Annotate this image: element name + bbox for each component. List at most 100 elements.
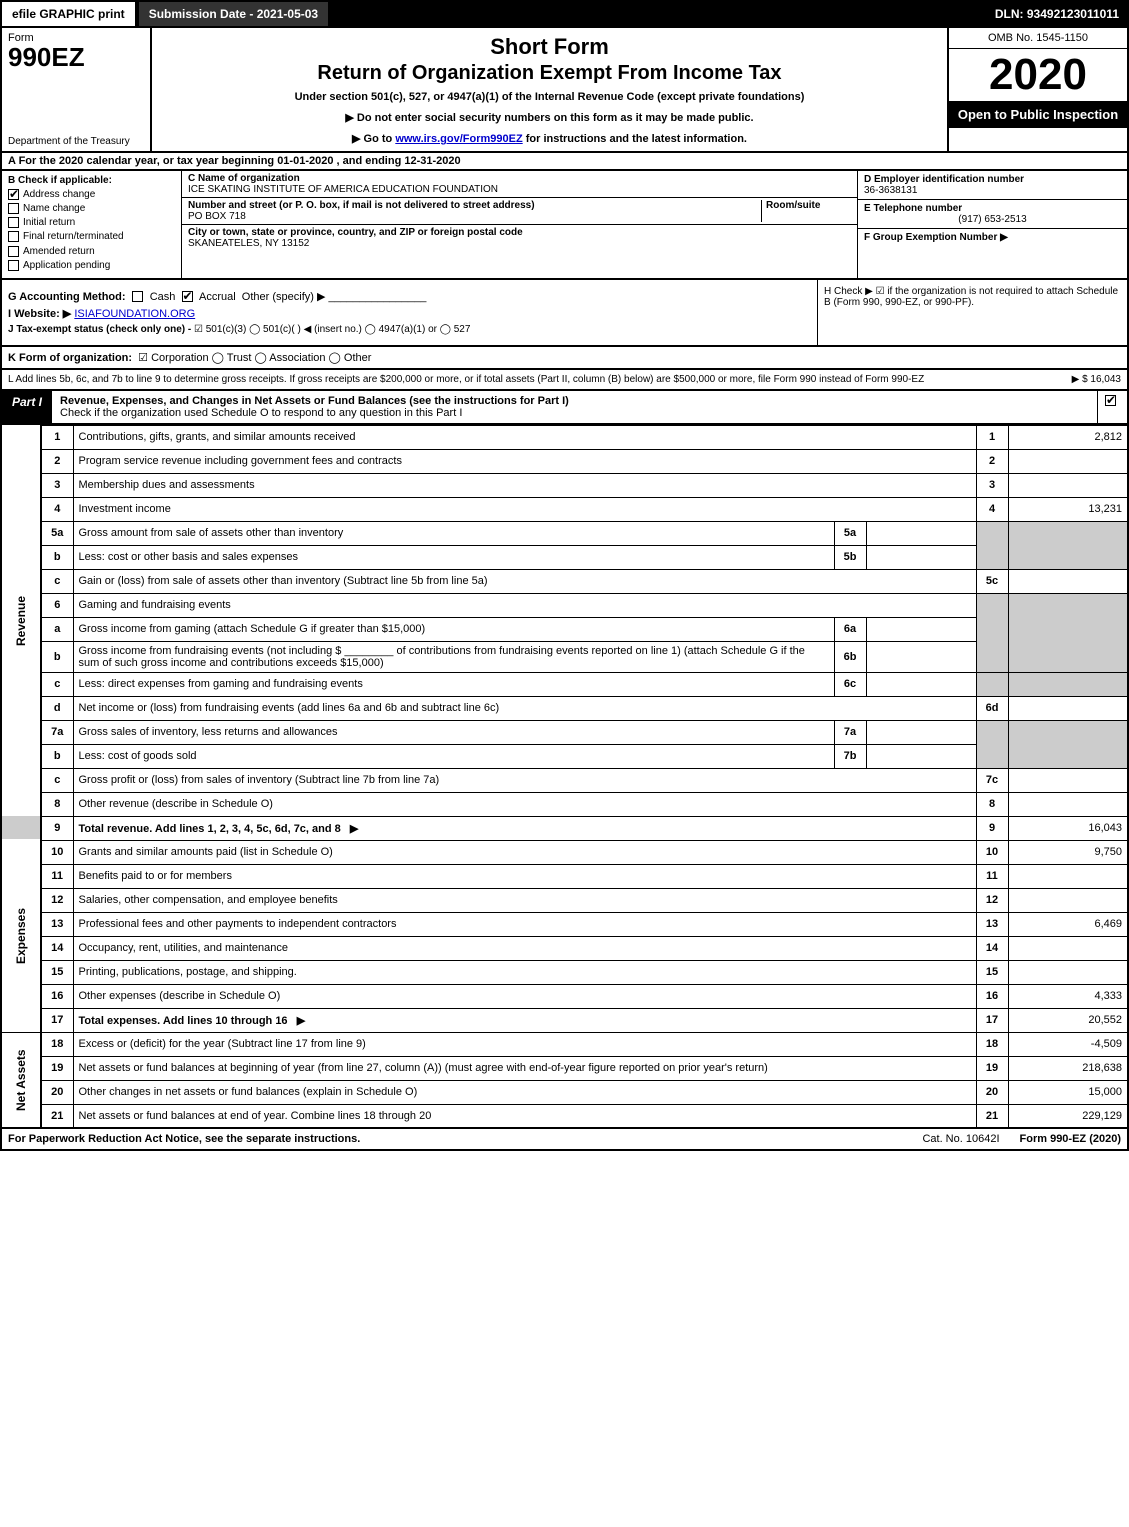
row-l-text: L Add lines 5b, 6c, and 7b to line 9 to … [8,374,1064,385]
form-header: Form 990EZ Department of the Treasury Sh… [0,28,1129,153]
row-l: L Add lines 5b, 6c, and 7b to line 9 to … [0,370,1129,391]
table-row: 12Salaries, other compensation, and empl… [1,888,1128,912]
j-label: J Tax-exempt status (check only one) - [8,324,191,335]
table-row: 5aGross amount from sale of assets other… [1,521,1128,545]
website-row: I Website: ▶ ISIAFOUNDATION.ORG [8,307,811,320]
footer-left: For Paperwork Reduction Act Notice, see … [8,1133,922,1145]
check-application-pending[interactable]: Application pending [8,260,175,271]
ein-caption: D Employer identification number [864,174,1121,185]
group-exemption-caption: F Group Exemption Number ▶ [864,232,1008,243]
subtitle-ssn-warning: ▶ Do not enter social security numbers o… [162,111,937,124]
org-name-caption: C Name of organization [188,173,851,184]
section-b-label: B Check if applicable: [8,175,175,186]
check-initial-return[interactable]: Initial return [8,217,175,228]
table-row: 11Benefits paid to or for members11 [1,864,1128,888]
goto-pre: ▶ Go to [352,133,395,145]
ein-value: 36-3638131 [864,185,1121,196]
table-row: 13Professional fees and other payments t… [1,912,1128,936]
table-row: Net Assets 18Excess or (deficit) for the… [1,1032,1128,1056]
part-1-checkbox[interactable] [1097,391,1127,423]
row-k: K Form of organization: ☑ Corporation ◯ … [0,347,1129,370]
table-row: 20Other changes in net assets or fund ba… [1,1080,1128,1104]
subtitle-goto: ▶ Go to www.irs.gov/Form990EZ for instru… [162,132,937,145]
expenses-side-label: Expenses [1,840,41,1032]
form-number: 990EZ [8,44,144,70]
part-1-header: Part I Revenue, Expenses, and Changes in… [0,391,1129,425]
irs-link[interactable]: www.irs.gov/Form990EZ [395,133,522,145]
city-value: SKANEATELES, NY 13152 [188,238,851,249]
i-label: I Website: ▶ [8,308,71,320]
table-row: 15Printing, publications, postage, and s… [1,960,1128,984]
table-row: 14Occupancy, rent, utilities, and mainte… [1,936,1128,960]
street-value: PO BOX 718 [188,211,761,222]
footer: For Paperwork Reduction Act Notice, see … [0,1129,1129,1151]
open-to-public: Open to Public Inspection [949,101,1127,128]
section-gij: G Accounting Method: Cash Accrual Other … [2,280,817,345]
table-row: 3Membership dues and assessments3 [1,473,1128,497]
section-h: H Check ▶ ☑ if the organization is not r… [817,280,1127,345]
row-l-amount: ▶ $ 16,043 [1064,374,1121,385]
group-exemption-row: F Group Exemption Number ▶ [858,229,1127,278]
telephone-row: E Telephone number (917) 653-2513 [858,200,1127,229]
city-row: City or town, state or province, country… [182,225,857,251]
netassets-side-label: Net Assets [1,1032,41,1128]
table-row: cGain or (loss) from sale of assets othe… [1,569,1128,593]
check-address-change[interactable]: Address change [8,189,175,200]
goto-post: for instructions and the latest informat… [523,133,747,145]
table-row: 2Program service revenue including gover… [1,449,1128,473]
part-1-subtitle: Check if the organization used Schedule … [60,407,462,419]
efile-print-button[interactable]: efile GRAPHIC print [0,0,137,28]
top-bar: efile GRAPHIC print Submission Date - 20… [0,0,1129,28]
table-row: 7aGross sales of inventory, less returns… [1,720,1128,744]
table-row: dNet income or (loss) from fundraising e… [1,696,1128,720]
website-link[interactable]: ISIAFOUNDATION.ORG [74,308,195,320]
title-return: Return of Organization Exempt From Incom… [162,62,937,85]
table-row: Revenue 1 Contributions, gifts, grants, … [1,425,1128,449]
street-row: Number and street (or P. O. box, if mail… [182,198,857,225]
table-row: 9Total revenue. Add lines 1, 2, 3, 4, 5c… [1,816,1128,840]
g-label: G Accounting Method: [8,291,126,303]
footer-catalog: Cat. No. 10642I [922,1133,999,1145]
info-block: B Check if applicable: Address change Na… [0,171,1129,280]
k-options: ☑ Corporation ◯ Trust ◯ Association ◯ Ot… [138,352,371,364]
check-amended-return[interactable]: Amended return [8,246,175,257]
table-row: 8Other revenue (describe in Schedule O)8 [1,792,1128,816]
city-caption: City or town, state or province, country… [188,227,851,238]
j-options: ☑ 501(c)(3) ◯ 501(c)( ) ◀ (insert no.) ◯… [194,324,470,335]
footer-form-ref: Form 990-EZ (2020) [1000,1133,1121,1145]
table-row: 19Net assets or fund balances at beginni… [1,1056,1128,1080]
revenue-side-label: Revenue [1,425,41,816]
table-row: cGross profit or (loss) from sales of in… [1,768,1128,792]
table-row: bGross income from fundraising events (n… [1,641,1128,672]
org-name-row: C Name of organization ICE SKATING INSTI… [182,171,857,198]
org-name-value: ICE SKATING INSTITUTE OF AMERICA EDUCATI… [188,184,851,195]
check-final-return[interactable]: Final return/terminated [8,231,175,242]
g-cash: Cash [150,291,176,303]
k-label: K Form of organization: [8,352,132,364]
table-row: aGross income from gaming (attach Schedu… [1,617,1128,641]
table-row: bLess: cost or other basis and sales exp… [1,545,1128,569]
table-row: 16Other expenses (describe in Schedule O… [1,984,1128,1008]
header-left: Form 990EZ Department of the Treasury [2,28,152,151]
table-row: 4Investment income413,231 [1,497,1128,521]
header-center: Short Form Return of Organization Exempt… [152,28,947,151]
ein-row: D Employer identification number 36-3638… [858,171,1127,200]
table-row: Expenses 10Grants and similar amounts pa… [1,840,1128,864]
check-name-change[interactable]: Name change [8,203,175,214]
tax-exempt-row: J Tax-exempt status (check only one) - ☑… [8,324,811,335]
row-a-tax-year: A For the 2020 calendar year, or tax yea… [0,153,1129,171]
section-c: C Name of organization ICE SKATING INSTI… [182,171,857,278]
section-def: D Employer identification number 36-3638… [857,171,1127,278]
row-ghij: G Accounting Method: Cash Accrual Other … [0,280,1129,347]
part-1-tag: Part I [2,391,52,423]
department-label: Department of the Treasury [8,136,144,147]
section-b: B Check if applicable: Address change Na… [2,171,182,278]
table-row: 6Gaming and fundraising events [1,593,1128,617]
table-row: bLess: cost of goods sold7b [1,744,1128,768]
part-1-title: Revenue, Expenses, and Changes in Net As… [52,391,1097,423]
lines-table: Revenue 1 Contributions, gifts, grants, … [0,425,1129,1130]
room-suite-caption: Room/suite [761,200,851,222]
table-row: 17Total expenses. Add lines 10 through 1… [1,1008,1128,1032]
telephone-caption: E Telephone number [864,203,1121,214]
g-accrual: Accrual [199,291,236,303]
